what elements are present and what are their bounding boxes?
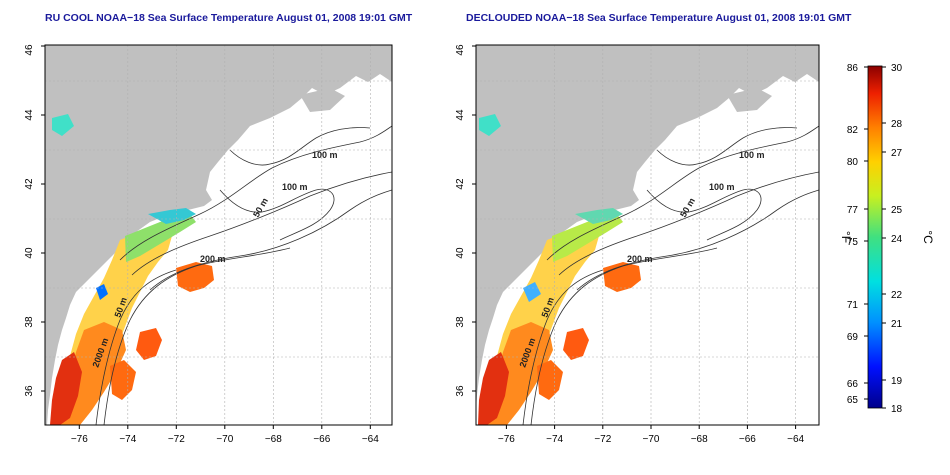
right-land-island [727, 88, 772, 112]
left-contour-label: 100 m [312, 150, 338, 160]
c-tick-label: 18 [891, 404, 903, 415]
x-tick-label: −66 [313, 434, 330, 445]
colorbar-f-ticks: 86 82 80 77 75 71 69 66 65 [847, 63, 859, 406]
left-land-island [300, 88, 345, 112]
c-tick-label: 19 [891, 376, 903, 387]
x-tick-label: −68 [691, 434, 708, 445]
left-graticule [45, 45, 392, 425]
left-contours [95, 125, 392, 425]
f-tick-label: 77 [847, 205, 859, 216]
f-tick-label: 65 [847, 395, 859, 406]
right-graticule [476, 45, 819, 425]
y-tick-label: 36 [455, 385, 466, 397]
left-map-frame [44, 44, 393, 426]
x-tick-label: −72 [168, 434, 185, 445]
right-y-tick-labels: 36 38 40 42 44 46 [455, 44, 466, 397]
f-tick-label: 66 [847, 379, 859, 390]
left-axis-ticks [41, 45, 371, 429]
f-tick-label: 82 [847, 125, 859, 136]
right-axis-ticks [472, 45, 797, 429]
right-land [476, 45, 819, 425]
y-tick-label: 40 [455, 247, 466, 259]
x-tick-label: −64 [362, 434, 379, 445]
left-contour-label: 200 m [200, 254, 226, 264]
left-contour-label: 100 m [282, 182, 308, 192]
x-tick-label: −74 [119, 434, 136, 445]
c-tick-label: 28 [891, 119, 903, 130]
y-tick-label: 42 [24, 178, 35, 190]
f-tick-label: 86 [847, 63, 859, 74]
y-tick-label: 46 [455, 44, 466, 56]
y-tick-label: 44 [455, 109, 466, 121]
right-contours [522, 125, 819, 425]
colorbar: 86 82 80 77 75 71 69 66 65 30 28 27 25 2… [839, 63, 935, 415]
right-map: 100 m 100 m 50 m 200 m 50 m 2000 m −76 −… [455, 44, 820, 445]
right-map-frame [475, 44, 820, 426]
c-tick-label: 27 [891, 148, 903, 159]
c-tick-label: 24 [891, 234, 903, 245]
x-tick-label: −70 [216, 434, 233, 445]
c-tick-label: 22 [891, 290, 903, 301]
x-tick-label: −76 [71, 434, 88, 445]
left-land [45, 45, 392, 425]
c-tick-label: 25 [891, 205, 903, 216]
colorbar-f-unit: °F [839, 231, 853, 243]
x-tick-label: −70 [643, 434, 660, 445]
c-tick-label: 30 [891, 63, 903, 74]
colorbar-c-ticks: 30 28 27 25 24 22 21 19 18 [891, 63, 903, 415]
f-tick-label: 75 [847, 237, 859, 248]
x-tick-label: −68 [265, 434, 282, 445]
y-tick-label: 42 [455, 178, 466, 190]
right-contour-label: 100 m [709, 182, 735, 192]
f-tick-label: 71 [847, 300, 859, 311]
y-tick-label: 38 [24, 316, 35, 328]
f-tick-label: 80 [847, 157, 859, 168]
x-tick-label: −72 [594, 434, 611, 445]
right-contour-label: 200 m [627, 254, 653, 264]
y-tick-label: 38 [455, 316, 466, 328]
y-tick-label: 44 [24, 109, 35, 121]
c-tick-label: 21 [891, 319, 903, 330]
x-tick-label: −76 [498, 434, 515, 445]
y-tick-label: 40 [24, 247, 35, 259]
x-tick-label: −74 [546, 434, 563, 445]
left-panel-title: RU COOL NOAA−18 Sea Surface Temperature … [45, 12, 413, 24]
colorbar-c-unit: °C [921, 230, 935, 244]
x-tick-label: −66 [739, 434, 756, 445]
y-tick-label: 46 [24, 44, 35, 56]
left-x-tick-labels: −76 −74 −72 −70 −68 −66 −64 [71, 434, 379, 445]
y-tick-label: 36 [24, 385, 35, 397]
right-x-tick-labels: −76 −74 −72 −70 −68 −66 −64 [498, 434, 805, 445]
right-panel-title: DECLOUDED NOAA−18 Sea Surface Temperatur… [466, 12, 852, 24]
colorbar-gradient [867, 65, 883, 409]
f-tick-label: 69 [847, 332, 859, 343]
left-y-tick-labels: 36 38 40 42 44 46 [24, 44, 35, 397]
left-map: 100 m 100 m 50 m 200 m 50 m 2000 m −76 −… [24, 44, 393, 445]
right-contour-label: 100 m [739, 150, 765, 160]
x-tick-label: −64 [787, 434, 804, 445]
right-sst-overlay [478, 114, 641, 425]
